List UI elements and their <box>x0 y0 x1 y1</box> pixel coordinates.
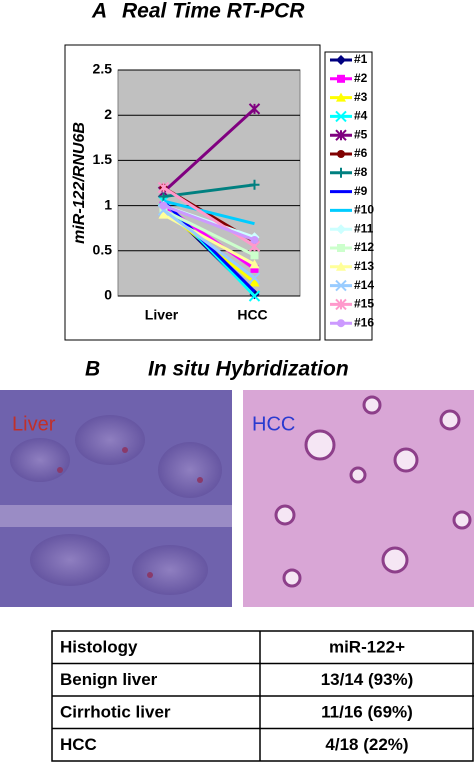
legend-label: #14 <box>354 278 374 292</box>
marker <box>159 201 168 210</box>
line <box>163 183 255 199</box>
image-hcc: HCC <box>243 390 474 607</box>
legend-label: #13 <box>354 259 374 273</box>
marker <box>158 191 169 202</box>
table-cell: Cirrhotic liver <box>60 703 171 722</box>
legend-label: #4 <box>354 109 368 123</box>
table-cell: 13/14 (93%) <box>321 670 414 689</box>
marker <box>248 103 261 115</box>
y-tick-label: 2.5 <box>93 61 113 77</box>
table-cell: Histology <box>60 638 138 657</box>
table-cell: miR-122+ <box>329 638 405 657</box>
y-tick-label: 1.5 <box>93 151 113 167</box>
marker <box>248 272 261 284</box>
legend-label: #5 <box>354 127 368 141</box>
panel-title: In situ Hybridization <box>148 358 349 381</box>
marker <box>336 261 346 271</box>
plot-area <box>117 69 301 297</box>
line <box>162 107 256 194</box>
panel-label: A <box>91 0 107 23</box>
marker <box>335 129 347 141</box>
legend-label: #8 <box>354 165 368 179</box>
legend-label: #3 <box>354 90 368 104</box>
marker <box>336 92 346 102</box>
legend-label: #1 <box>354 52 368 66</box>
y-axis-label: miR-122/RNU6B <box>71 122 88 244</box>
marker <box>249 277 260 287</box>
legend-label: #11 <box>354 221 374 235</box>
line <box>162 208 256 257</box>
marker <box>337 319 345 328</box>
y-tick-label: 0 <box>104 287 112 303</box>
marker <box>337 150 345 158</box>
marker <box>158 209 169 219</box>
legend-label: #10 <box>354 203 374 217</box>
marker <box>335 279 347 292</box>
x-tick-label: Liver <box>145 307 179 323</box>
marker <box>337 244 345 252</box>
legend-label: #6 <box>354 146 368 160</box>
marker <box>249 259 260 269</box>
legend-label: #16 <box>354 315 374 329</box>
table-cell: 11/16 (69%) <box>321 703 413 722</box>
line <box>162 208 256 280</box>
y-tick-label: 0.5 <box>93 242 113 258</box>
table-cell: HCC <box>60 735 97 754</box>
line <box>162 204 256 242</box>
table-cell: Benign liver <box>60 670 158 689</box>
image-label: Liver <box>12 413 56 435</box>
marker <box>250 264 259 273</box>
marker <box>250 251 259 260</box>
marker <box>336 55 346 65</box>
image-label: HCC <box>252 413 295 435</box>
marker <box>336 167 346 178</box>
x-tick-label: HCC <box>237 307 267 323</box>
table: Histology miR-122+ Benign liver 13/14 (93%)… <box>51 630 474 762</box>
marker <box>335 298 347 311</box>
legend-label: #12 <box>354 240 374 254</box>
legend-label: #2 <box>354 71 368 85</box>
legend-label: #9 <box>354 184 368 198</box>
legend <box>324 51 373 341</box>
chart-title: Real Time RT-PCR <box>122 0 305 23</box>
table-cell: 4/18 (22%) <box>325 735 408 754</box>
marker <box>250 235 259 244</box>
marker <box>157 181 170 194</box>
marker <box>249 179 260 190</box>
marker <box>335 110 347 123</box>
line <box>162 186 256 248</box>
line <box>163 199 255 226</box>
legend-label: #15 <box>354 297 374 311</box>
y-tick-label: 2 <box>104 106 112 122</box>
marker <box>337 74 345 83</box>
marker <box>248 290 261 302</box>
panel-label: B <box>85 358 100 381</box>
marker <box>336 224 346 235</box>
chart: 0 0.5 1 1.5 2 2.5 Liver HCC #1 #2 #3 #4 #5 #6 #8 #9 #10 #… <box>93 52 375 329</box>
image-liver: Liver <box>0 390 232 607</box>
y-tick-label: 1 <box>104 196 112 212</box>
